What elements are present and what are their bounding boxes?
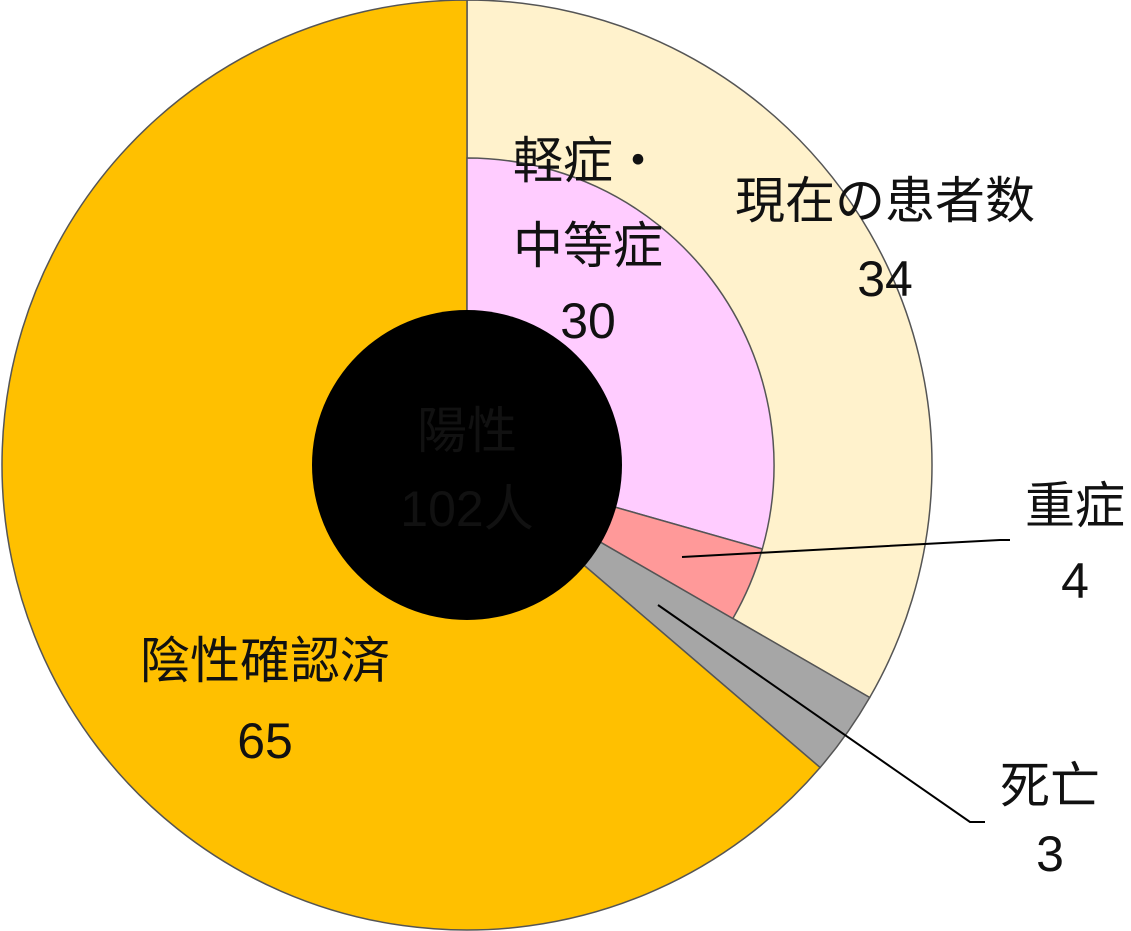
center-label: 陽性: [417, 403, 517, 459]
value-label: 3: [1036, 826, 1064, 882]
slice-label: 軽症・中等症: [513, 133, 663, 274]
slice-label: 現在の患者数: [735, 173, 1035, 229]
value-label: 30: [560, 293, 616, 349]
leader-line: [657, 604, 985, 823]
value-label: 34: [857, 251, 913, 307]
value-label: 4: [1061, 553, 1089, 609]
slice-label: 死亡: [1000, 758, 1100, 814]
slice-label: 重症: [1025, 478, 1125, 534]
leader-line: [681, 539, 1010, 558]
slice-label: 陰性確認済: [140, 633, 390, 689]
center-hole: [312, 310, 622, 620]
center-label: 102人: [400, 481, 533, 537]
value-label: 65: [237, 713, 293, 769]
